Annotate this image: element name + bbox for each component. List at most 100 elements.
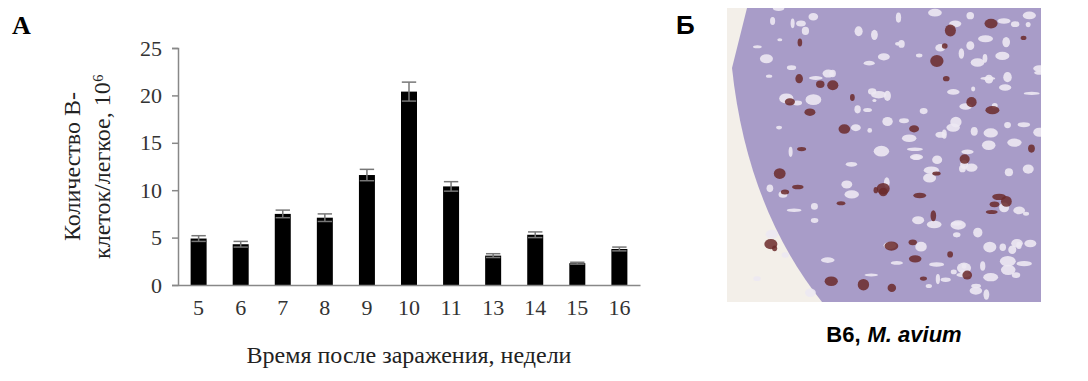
- stained-focus: [804, 109, 815, 116]
- x-tick: 5: [193, 285, 204, 320]
- y-axis-line: [172, 49, 179, 286]
- error-bar: [612, 247, 626, 251]
- airspace: [965, 164, 977, 172]
- airspace: [796, 21, 806, 27]
- error-bar: [318, 214, 332, 222]
- airspace: [983, 289, 989, 299]
- x-tick: 6: [235, 285, 246, 320]
- error-bar-cap: [191, 235, 205, 237]
- x-tick-label: 16: [608, 295, 630, 320]
- error-bar: [360, 169, 374, 180]
- airspace: [899, 118, 909, 123]
- error-bar-cap: [444, 190, 458, 192]
- error-bar-stem: [240, 241, 242, 247]
- airspace: [878, 53, 890, 60]
- airspace: [802, 27, 809, 35]
- y-tick-mark: [172, 95, 178, 97]
- airspace: [941, 278, 951, 282]
- x-tick: 10: [398, 285, 420, 320]
- airspace: [882, 117, 892, 126]
- airspace: [1008, 245, 1016, 253]
- y-axis: 0510152025: [140, 36, 179, 298]
- airspace: [953, 232, 961, 237]
- airspace: [1007, 139, 1021, 147]
- error-bar-cap: [191, 241, 205, 243]
- airspace: [951, 222, 962, 226]
- stained-focus: [825, 276, 838, 286]
- airspace: [891, 261, 903, 265]
- micrograph: [727, 6, 1046, 302]
- stained-focus: [764, 239, 777, 249]
- airspace: [787, 65, 796, 70]
- stained-focus: [795, 74, 803, 83]
- x-tick-label: 14: [524, 295, 546, 320]
- airspace: [867, 128, 872, 133]
- caption-part: M. avium: [868, 322, 962, 347]
- airspace: [854, 105, 860, 113]
- x-tick: 9: [361, 285, 372, 320]
- airspace: [929, 262, 944, 267]
- error-bar-cap: [233, 246, 247, 248]
- airspace: [980, 261, 985, 271]
- airspace: [970, 287, 983, 295]
- x-axis: 56789101113141516: [179, 285, 641, 320]
- error-bar-cap: [486, 253, 500, 255]
- bar: [317, 218, 333, 285]
- x-tick: 13: [482, 285, 504, 320]
- x-tick: 15: [566, 285, 588, 320]
- x-tick: 16: [608, 285, 630, 320]
- airspace: [844, 190, 858, 198]
- airspace: [805, 94, 821, 105]
- airspace: [753, 276, 760, 281]
- airspace: [874, 146, 889, 157]
- bar: [443, 186, 459, 285]
- airspace: [863, 108, 872, 112]
- airspace: [787, 209, 802, 212]
- airspace: [1002, 37, 1010, 47]
- x-axis-title: Время после заражения, недели: [247, 342, 572, 368]
- bars: [191, 82, 628, 285]
- airspace: [1000, 243, 1006, 250]
- x-tick: 11: [440, 285, 461, 320]
- x-tick-label: 13: [482, 295, 504, 320]
- image-background: [727, 8, 1041, 302]
- x-axis-line: [179, 285, 641, 287]
- x-tick-label: 15: [566, 295, 588, 320]
- stained-focus: [781, 190, 789, 195]
- error-bar-cap: [318, 213, 332, 215]
- airspace: [983, 242, 996, 253]
- bar: [527, 235, 543, 285]
- plot: 051015202556789101113141516: [140, 36, 641, 320]
- bar: [569, 263, 585, 285]
- panel-label: Б: [676, 10, 695, 40]
- stained-focus: [909, 125, 919, 132]
- y-tick-label: 25: [140, 36, 162, 61]
- error-bar-stem: [366, 169, 368, 180]
- x-tick: 8: [319, 285, 330, 320]
- airspace: [947, 89, 960, 95]
- airspace: [971, 127, 978, 136]
- airspace: [864, 61, 875, 66]
- stained-focus: [827, 80, 838, 90]
- airspace: [884, 91, 891, 101]
- stained-focus: [945, 25, 956, 37]
- error-bar: [191, 236, 205, 242]
- airspace: [770, 17, 775, 25]
- bar: [611, 249, 627, 285]
- airspace: [773, 8, 784, 11]
- error-bar-cap: [528, 231, 542, 233]
- airspace: [846, 162, 857, 167]
- airspace: [978, 35, 993, 42]
- airspace: [926, 284, 932, 288]
- airspace: [1011, 21, 1019, 27]
- airspace: [1023, 12, 1036, 20]
- y-tick: 5: [151, 225, 178, 250]
- error-bar: [528, 232, 542, 238]
- airspace: [1033, 65, 1041, 71]
- stained-focus: [774, 168, 786, 179]
- x-tick-label: 9: [361, 295, 372, 320]
- airspace: [811, 203, 818, 210]
- error-bar-cap: [444, 181, 458, 183]
- y-tick-label: 5: [151, 225, 162, 250]
- airspace: [753, 45, 762, 48]
